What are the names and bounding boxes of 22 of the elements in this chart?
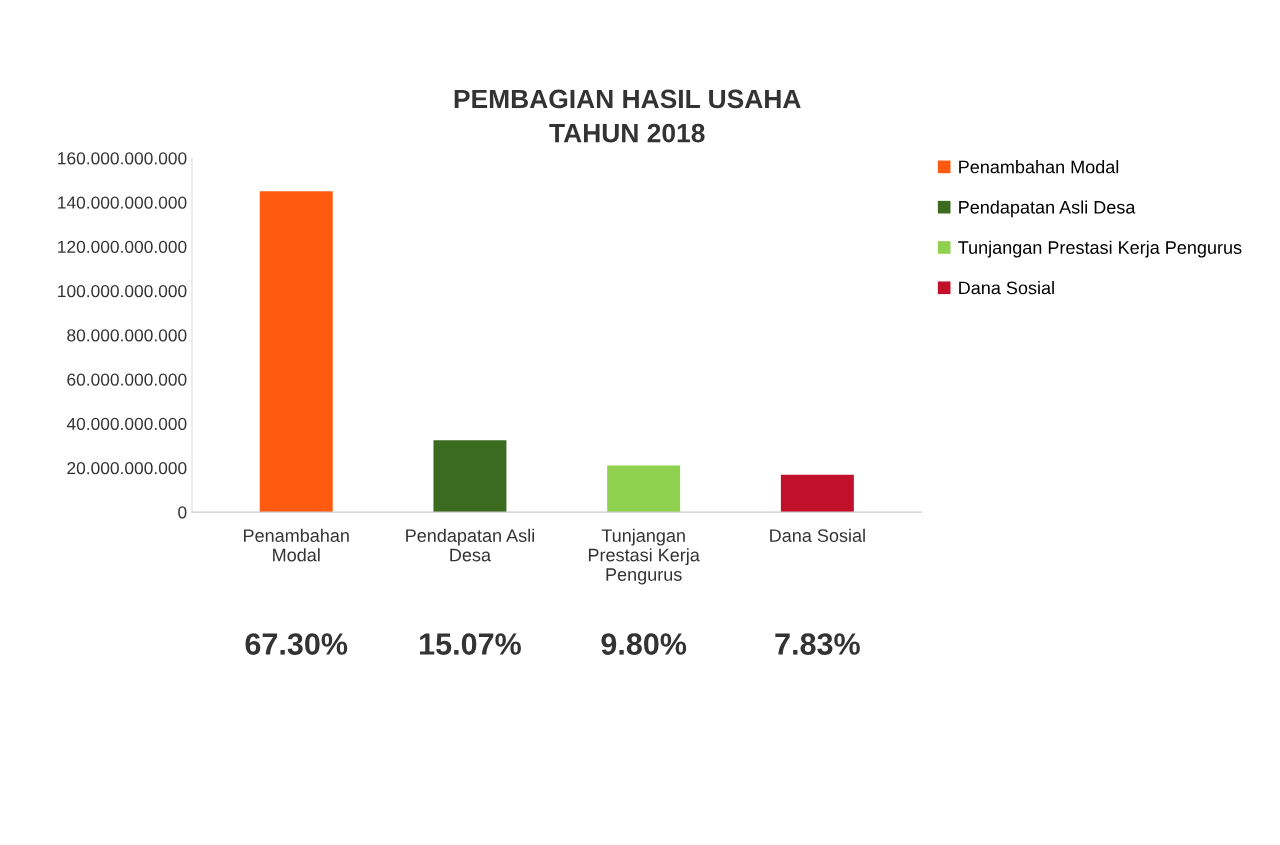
chart-title: PEMBAGIAN HASIL USAHA TAHUN 2018	[454, 89, 801, 143]
text: 7.83%	[775, 633, 860, 655]
y-tick-label: 0	[178, 506, 187, 519]
x-tick-label: Dana Sosial	[770, 528, 865, 542]
x-tick-label: Penambahan Modal	[244, 528, 349, 562]
y-tick-label: 160.000.000.000	[58, 152, 187, 165]
legend-label: Dana Sosial	[959, 281, 1054, 295]
y-tick-label: 120.000.000.000	[58, 240, 187, 253]
legend-label: Tunjangan Prestasi Kerja Pengurus	[958, 240, 1242, 258]
legend-label: Penambahan Modal	[959, 160, 1119, 174]
x-tick-label: Tunjangan Prestasi Kerja Pengurus	[588, 528, 700, 585]
text: 15.07%	[420, 633, 521, 655]
y-tick-label: 100.000.000.000	[58, 284, 187, 298]
y-tick-label: 140.000.000.000	[58, 196, 187, 209]
y-tick-label: 20.000.000.000	[67, 461, 187, 475]
y-tick-label: 80.000.000.000	[67, 329, 187, 342]
y-tick-label: 60.000.000.000	[67, 373, 187, 386]
legend-label: Pendapatan Asli Desa	[959, 200, 1136, 218]
text: 67.30%	[245, 633, 348, 655]
text: 9.80%	[601, 633, 687, 655]
x-tick-label: Pendapatan Asli Desa	[406, 528, 534, 562]
y-tick-label: 40.000.000.000	[66, 417, 187, 431]
